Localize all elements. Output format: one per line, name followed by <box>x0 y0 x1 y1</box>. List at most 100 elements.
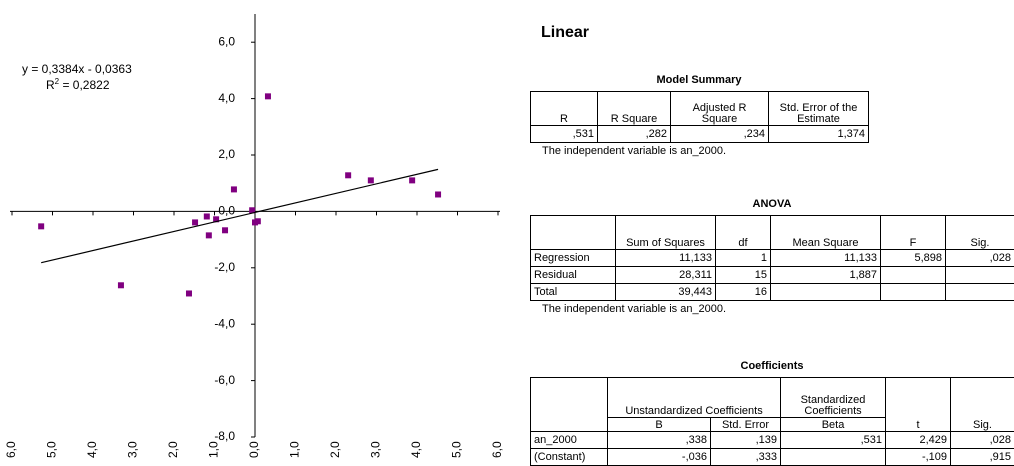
table-title: ANOVA <box>530 198 1014 210</box>
table-cell: 15 <box>716 267 771 284</box>
x-tick-label: 2,0 <box>328 441 342 458</box>
table-cell <box>881 267 946 284</box>
point <box>409 177 415 183</box>
table-cell: ,333 <box>711 449 781 466</box>
table-cell: Std. Error of the Estimate <box>769 92 869 126</box>
table-cell <box>531 378 608 432</box>
x-tick-label: 5,0 <box>45 441 59 458</box>
x-tick-label: 3,0 <box>126 441 140 458</box>
table-cell: Regression <box>531 250 616 267</box>
table-note: The independent variable is an_2000. <box>530 303 1014 315</box>
y-tick-label: -6,0 <box>214 373 235 387</box>
table-cell <box>946 284 1014 301</box>
table-cell: 2,429 <box>886 432 951 449</box>
table-cell: ,915 <box>951 449 1014 466</box>
table-cell: Adjusted R Square <box>671 92 769 126</box>
table-cell: 16 <box>716 284 771 301</box>
point <box>192 219 198 225</box>
point <box>186 290 192 296</box>
r-squared: R2 = 0,2822 <box>46 77 110 92</box>
table-cell: 11,133 <box>771 250 881 267</box>
table-cell: R <box>531 92 598 126</box>
point <box>118 282 124 288</box>
table-cell <box>781 449 886 466</box>
table-cell: ,139 <box>711 432 781 449</box>
x-tick-label: 3,0 <box>369 441 383 458</box>
table-cell <box>946 267 1014 284</box>
table-cell: 39,443 <box>616 284 716 301</box>
table-row: (Constant)-,036,333-,109,915 <box>531 449 1014 466</box>
table-cell: ,234 <box>671 126 769 143</box>
table-cell: Std. Error <box>711 418 781 432</box>
table-cell: (Constant) <box>531 449 608 466</box>
table-cell: Unstandardized Coefficients <box>608 378 781 418</box>
x-tick-label: 4,0 <box>409 441 423 458</box>
table-cell: an_2000 <box>531 432 608 449</box>
table-cell: t <box>886 378 951 432</box>
point <box>345 172 351 178</box>
y-tick-label: 4,0 <box>218 91 235 105</box>
table-cell: ,028 <box>946 250 1014 267</box>
table-cell: ,531 <box>531 126 598 143</box>
table-cell: 1 <box>716 250 771 267</box>
table-cell: Sig. <box>951 378 1014 432</box>
table-cell: R Square <box>598 92 671 126</box>
r-squared-base: R <box>46 78 55 92</box>
x-tick-label: 2,0 <box>166 441 180 458</box>
x-tick-label: 4,0 <box>85 441 99 458</box>
table-cell: 1,887 <box>771 267 881 284</box>
y-tick-label: 0,0 <box>218 204 235 218</box>
point <box>38 223 44 229</box>
table-cell: Residual <box>531 267 616 284</box>
point <box>435 191 441 197</box>
y-tick-label: -4,0 <box>214 316 235 330</box>
table-cell: 11,133 <box>616 250 716 267</box>
y-tick-label: 6,0 <box>218 34 235 48</box>
table-cell: Total <box>531 284 616 301</box>
trendline <box>41 169 438 262</box>
x-tick-label: 0,0 <box>247 441 261 458</box>
point <box>222 227 228 233</box>
table-cell: df <box>716 216 771 250</box>
x-tick-label: 1,0 <box>288 441 302 458</box>
table-cell: 5,898 <box>881 250 946 267</box>
x-tick-label: 1,0 <box>207 441 221 458</box>
y-tick-label: -2,0 <box>214 260 235 274</box>
table-cell: ,282 <box>598 126 671 143</box>
table-cell: ,531 <box>781 432 886 449</box>
table-title: Model Summary <box>530 74 868 86</box>
y-tick-label: 2,0 <box>218 147 235 161</box>
table-cell <box>881 284 946 301</box>
table-cell: Sig. <box>946 216 1014 250</box>
table-cell: 28,311 <box>616 267 716 284</box>
point <box>206 232 212 238</box>
table-cell: Standardized Coefficients <box>781 378 886 418</box>
point <box>368 177 374 183</box>
x-tick-label: 6,0 <box>4 441 18 458</box>
equation: y = 0,3384x - 0,0363 <box>22 62 132 76</box>
table-cell <box>771 284 881 301</box>
table-note: The independent variable is an_2000. <box>530 145 868 157</box>
r-squared-rest: = 0,2822 <box>59 78 110 92</box>
point <box>231 186 237 192</box>
table-cell: ,338 <box>608 432 711 449</box>
table-cell: Sum of Squares <box>616 216 716 250</box>
point <box>265 93 271 99</box>
table-cell: B <box>608 418 711 432</box>
x-tick-label: 6,0 <box>490 441 504 458</box>
table-cell: Beta <box>781 418 886 432</box>
